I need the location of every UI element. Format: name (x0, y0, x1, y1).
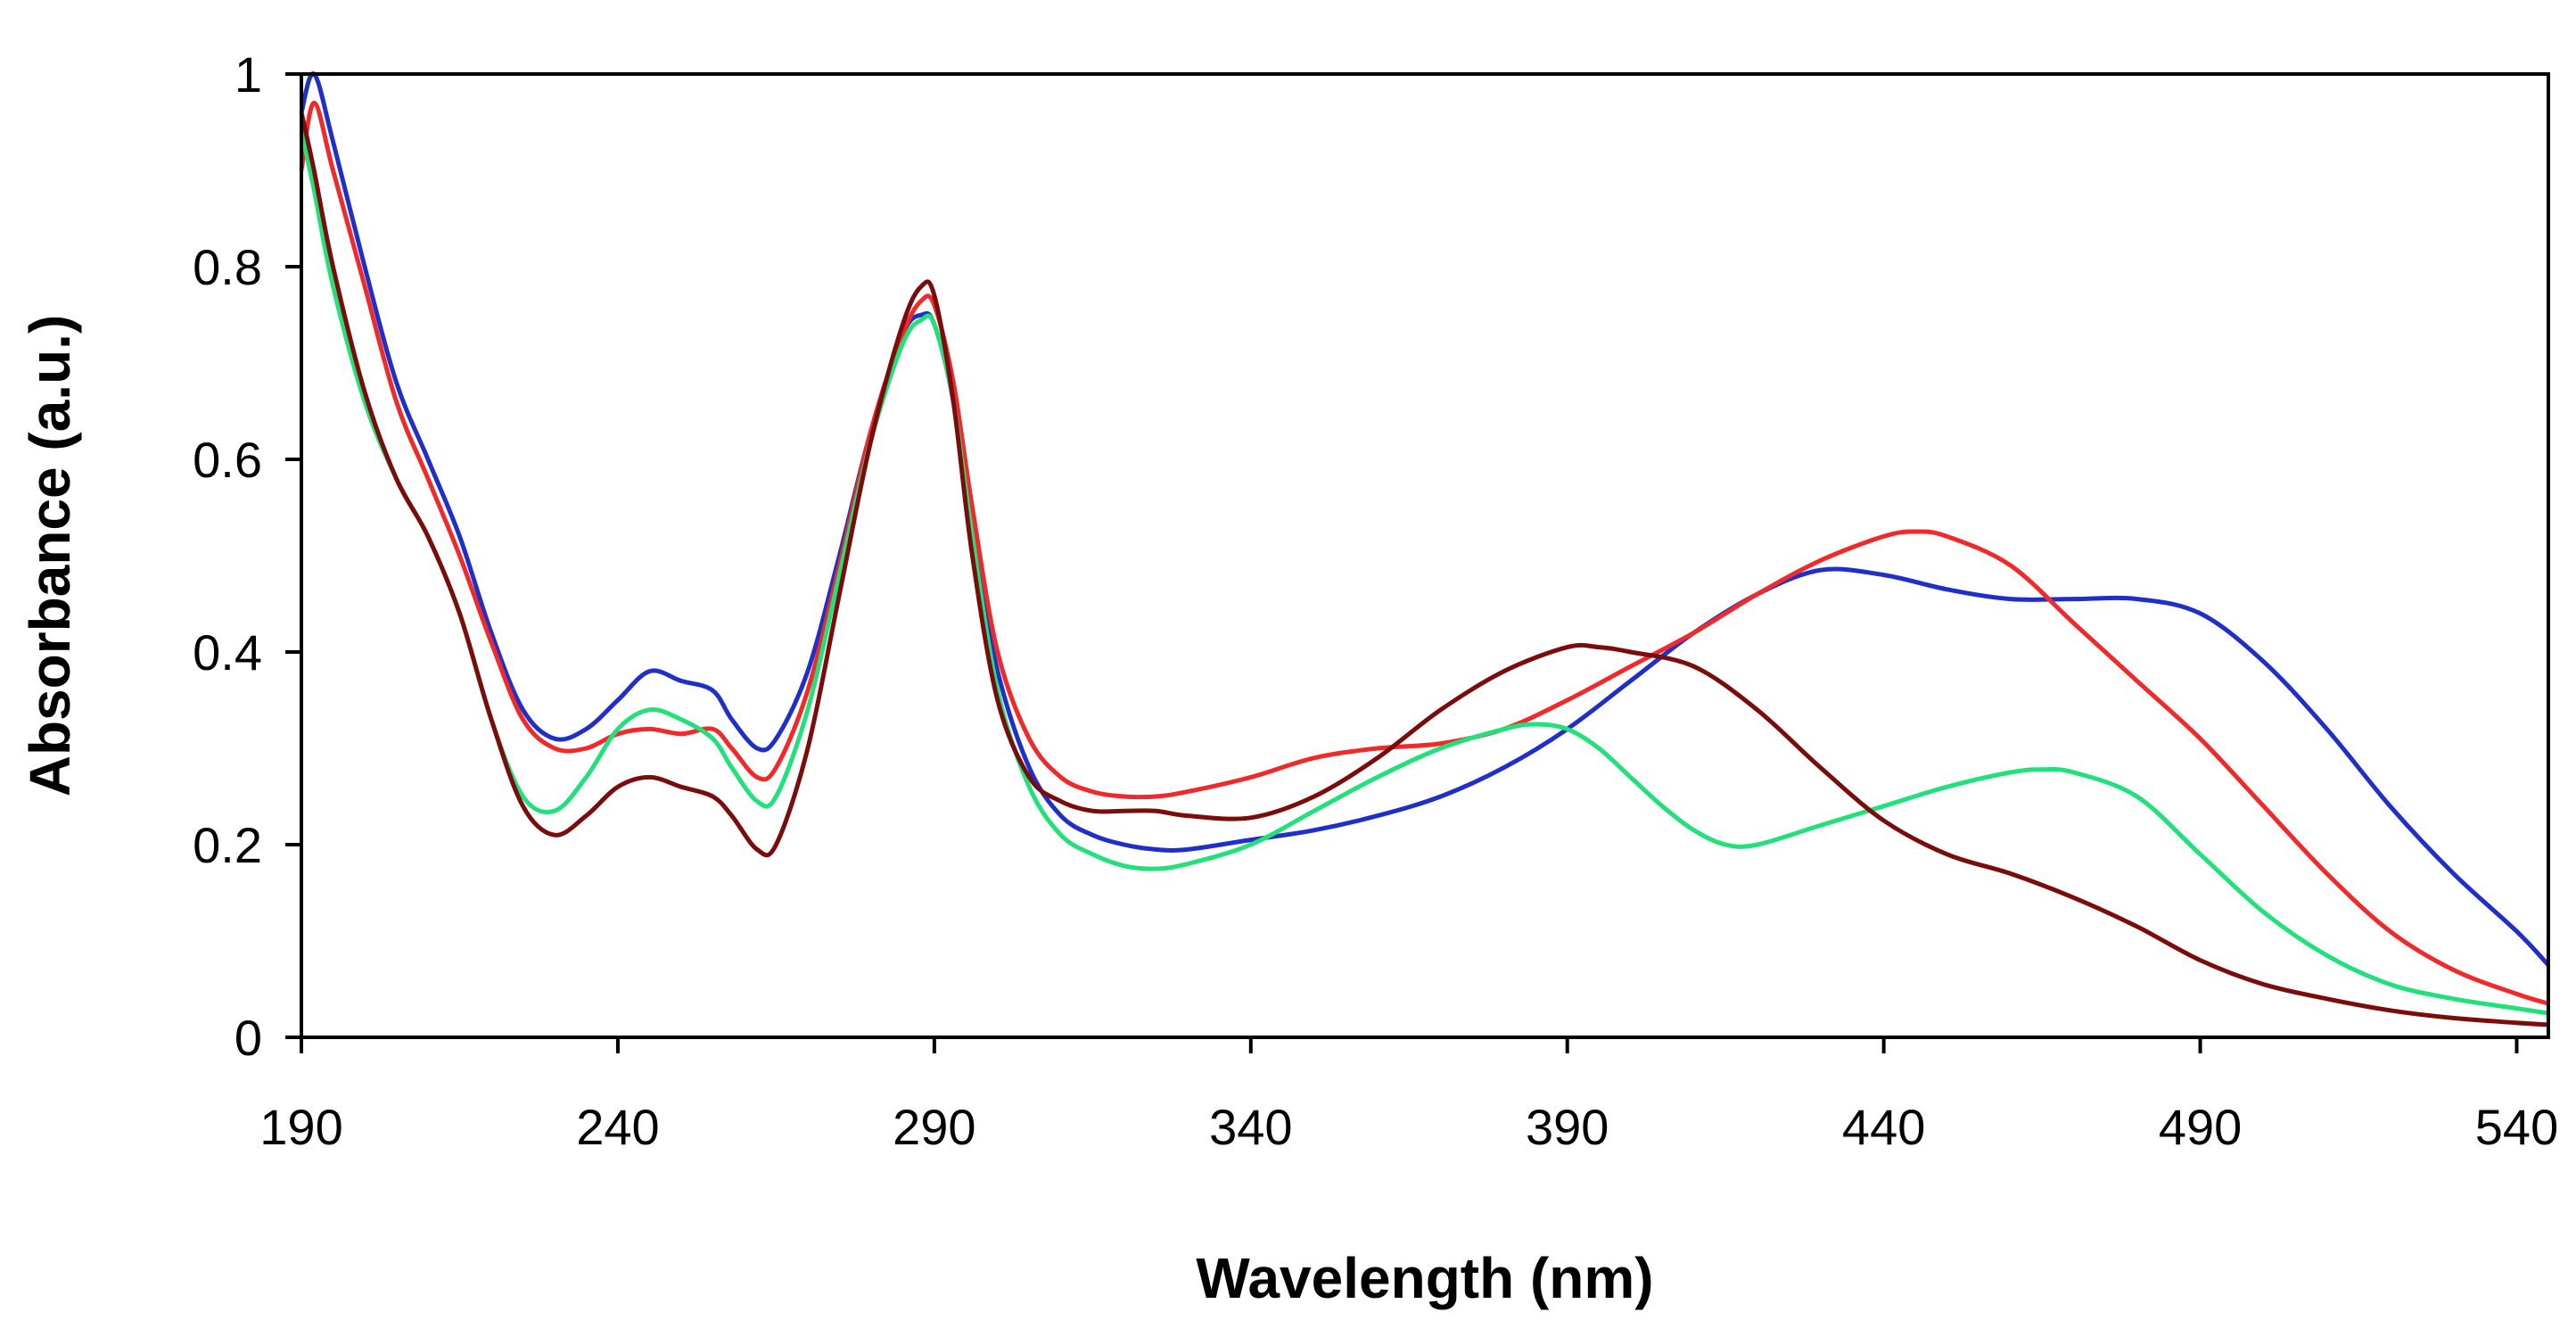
y-tick-label: 1 (235, 46, 262, 103)
y-axis-ticks: 0 0.2 0.4 0.6 0.8 1 (193, 46, 301, 1066)
y-tick-label: 0.6 (193, 432, 262, 488)
x-tick-label: 190 (259, 1099, 342, 1155)
y-tick-label: 0.4 (193, 624, 262, 681)
x-tick-label: 490 (2159, 1099, 2242, 1155)
series-line-green (299, 131, 2549, 1016)
x-tick-label: 390 (1526, 1099, 1609, 1155)
x-axis-title: Wavelength (nm) (1196, 1246, 1653, 1310)
y-tick-label: 0.8 (193, 239, 262, 295)
series-line-blue (299, 71, 2550, 967)
series-line-red (299, 100, 2549, 1006)
series-line-dark-red (299, 111, 2549, 1028)
x-tick-label: 540 (2475, 1099, 2558, 1155)
x-tick-label: 240 (576, 1099, 659, 1155)
x-tick-label: 290 (893, 1099, 975, 1155)
y-tick-label: 0 (235, 1010, 262, 1066)
series-layer (299, 71, 2550, 1028)
y-axis-title: Absorbance (a.u.) (18, 315, 82, 797)
x-tick-label: 340 (1209, 1099, 1292, 1155)
x-axis-ticks: 190 240 290 340 390 440 490 540 (259, 1037, 2558, 1155)
plot-frame (300, 72, 2550, 1039)
x-tick-label: 440 (1842, 1099, 1925, 1155)
y-tick-label: 0.2 (193, 817, 262, 873)
